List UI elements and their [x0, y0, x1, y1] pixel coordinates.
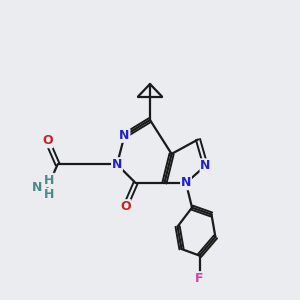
Text: O: O — [42, 134, 53, 148]
Text: N: N — [112, 158, 122, 171]
Text: N: N — [119, 129, 130, 142]
Text: H: H — [44, 173, 54, 187]
Text: N: N — [32, 181, 42, 194]
Text: F: F — [195, 272, 204, 285]
Text: N: N — [200, 159, 211, 172]
Text: N: N — [181, 176, 191, 190]
Text: H: H — [44, 188, 54, 202]
Text: O: O — [120, 200, 131, 213]
